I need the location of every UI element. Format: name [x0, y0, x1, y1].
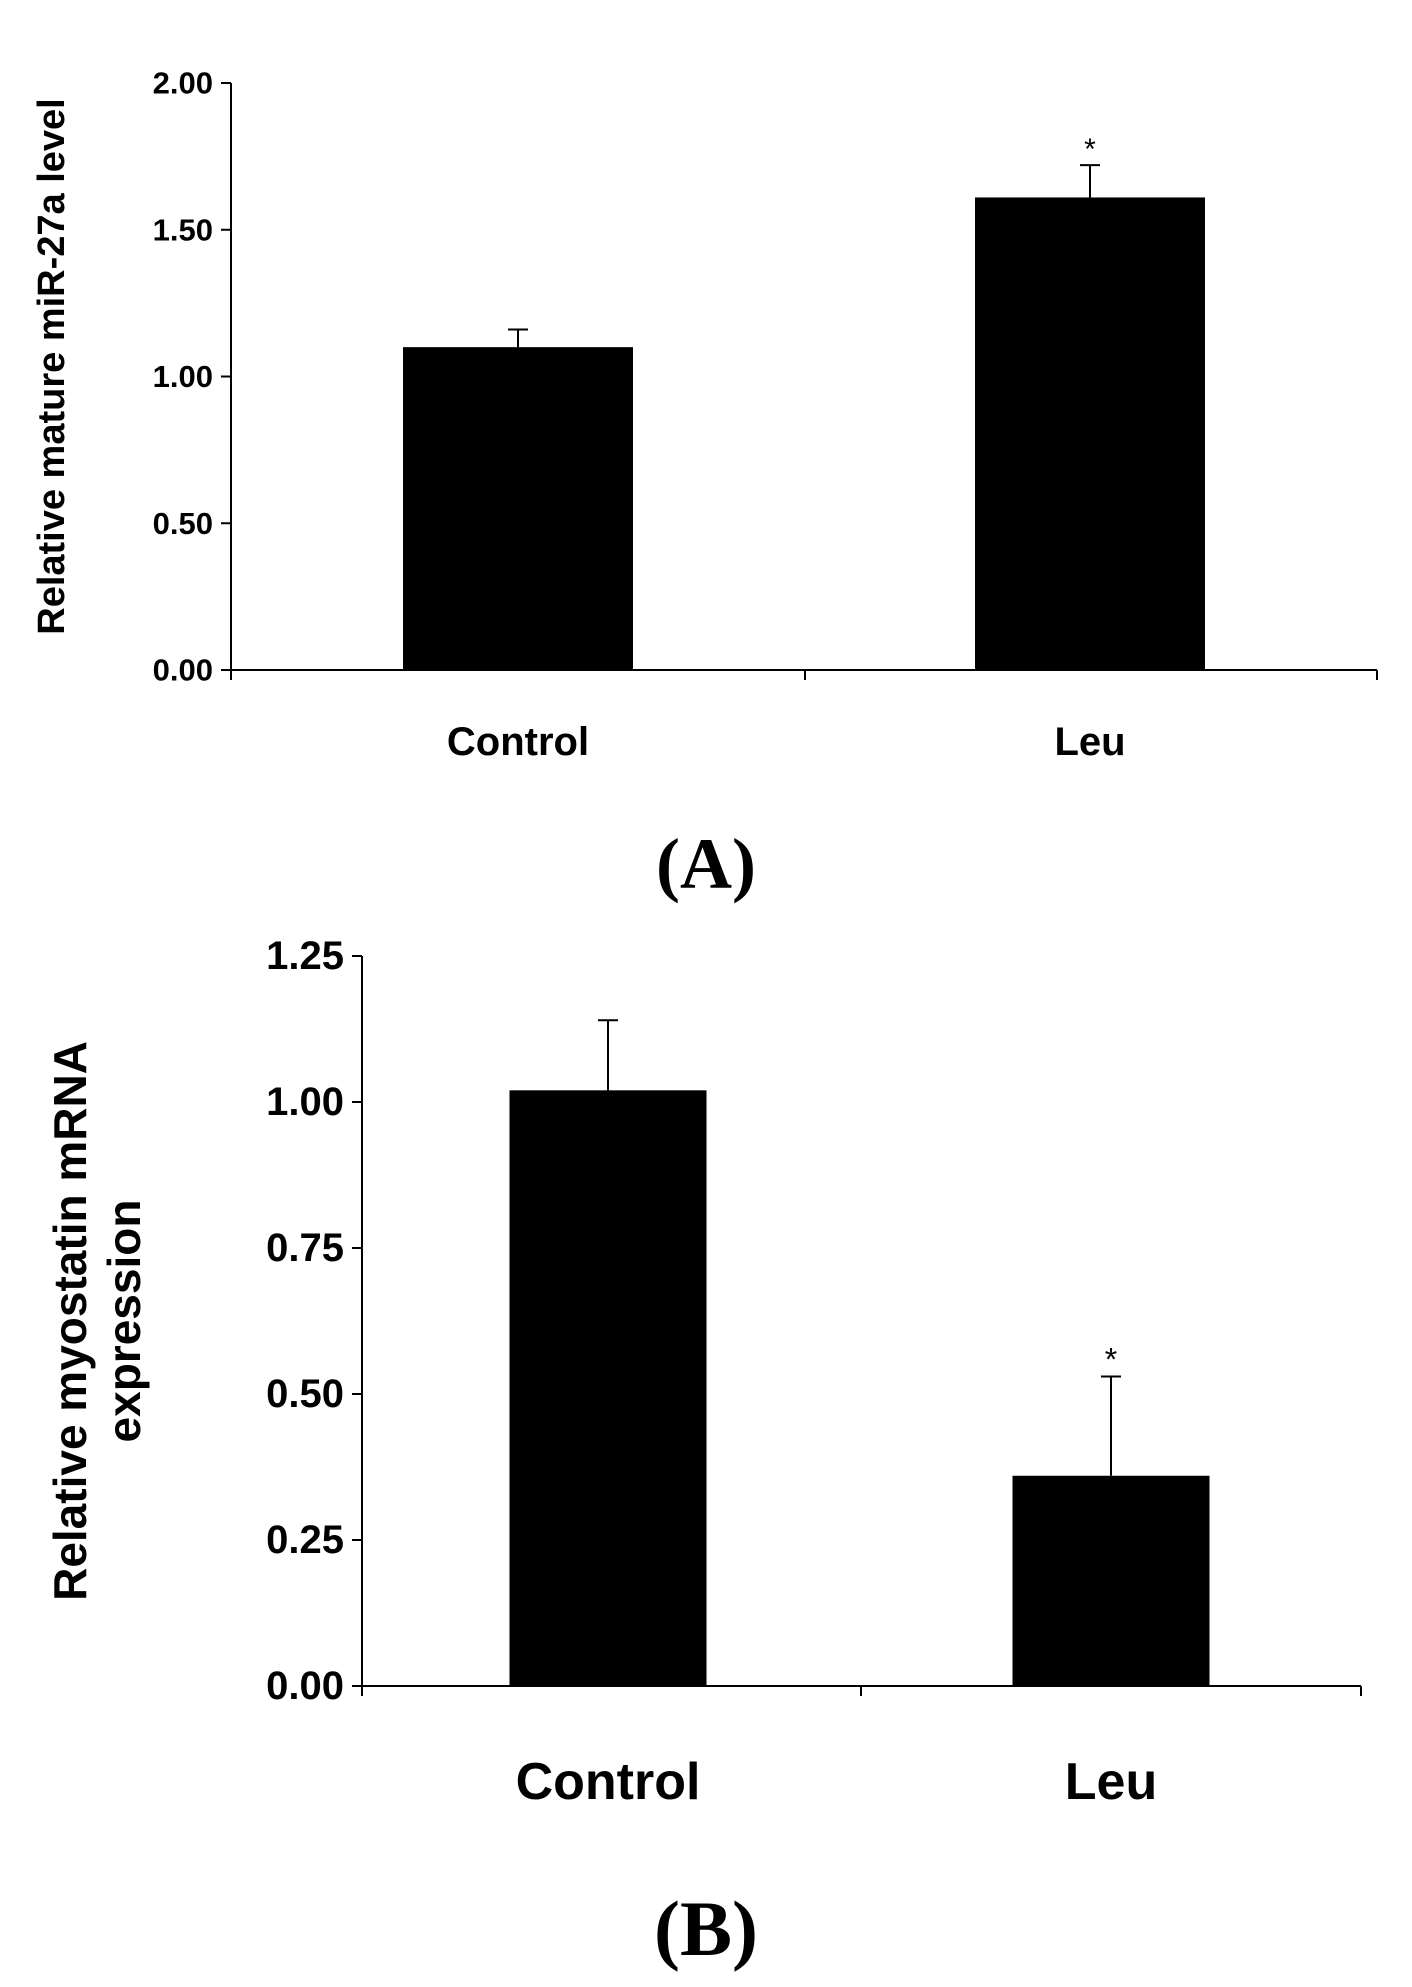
- y-tick-label: 0.50: [153, 506, 213, 541]
- y-tick-label: 0.50: [266, 1372, 344, 1416]
- y-tick-label: 1.00: [266, 1080, 344, 1124]
- y-tick-label: 1.25: [266, 934, 344, 978]
- y-tick-label: 1.50: [153, 212, 213, 247]
- panel-label: (B): [654, 1885, 758, 1972]
- bar-control: [509, 1090, 707, 1686]
- y-axis-title: expression: [98, 1200, 150, 1443]
- category-label-leu: Leu: [1054, 720, 1125, 764]
- y-tick-label: 0.25: [266, 1518, 344, 1562]
- y-tick-label: 0.00: [153, 653, 213, 688]
- y-tick-label: 2.00: [153, 66, 213, 101]
- significance-marker: *: [1084, 133, 1096, 166]
- category-label-control: Control: [447, 720, 589, 764]
- y-axis-title: Relative myostatin mRNA: [44, 1041, 96, 1601]
- category-label-leu: Leu: [1065, 1753, 1157, 1811]
- significance-marker: *: [1105, 1341, 1117, 1377]
- panel-a-chart: 0.00 0.50 1.00 1.50 2.00 Control * Leu Relative …: [31, 66, 1378, 904]
- bar-control: [403, 347, 633, 670]
- y-tick-label: 1.00: [153, 359, 213, 394]
- y-axis-title: Relative mature miR-27a level: [31, 98, 73, 635]
- y-tick-label: 0.75: [266, 1226, 344, 1270]
- bar-leu: [1012, 1475, 1210, 1686]
- panel-label: (A): [656, 824, 756, 904]
- panel-b-chart: 0.00 0.25 0.50 0.75 1.00 1.25 Control * Leu Relat…: [44, 934, 1362, 1972]
- bar-leu: [975, 197, 1205, 670]
- y-tick-label: 0.00: [266, 1664, 344, 1708]
- category-label-control: Control: [516, 1753, 701, 1811]
